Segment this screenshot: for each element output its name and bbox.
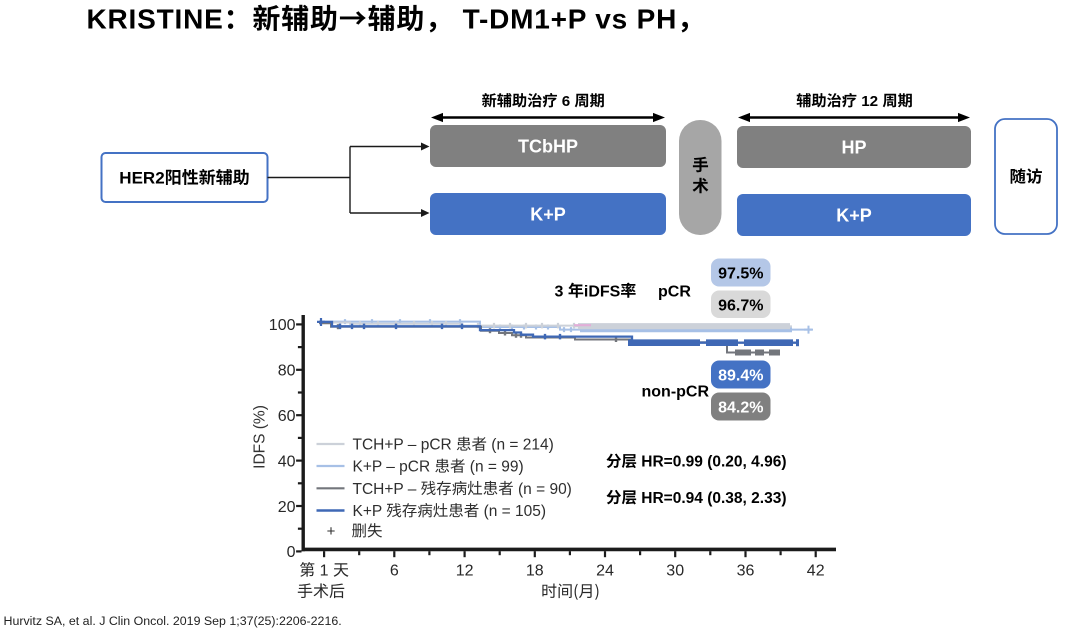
- svg-text:6: 6: [390, 563, 399, 580]
- svg-text:(n = 90): (n = 90): [518, 481, 572, 498]
- svg-text:HR=0.99 (0.20, 4.96): HR=0.99 (0.20, 4.96): [641, 454, 786, 471]
- svg-text:KRISTINE: KRISTINE: [87, 4, 224, 35]
- svg-text:80: 80: [278, 363, 296, 380]
- svg-text:(n = 214): (n = 214): [491, 437, 553, 454]
- svg-text:Hurvitz SA, et al. J Clin Onco: Hurvitz SA, et al. J Clin Oncol. 2019 Se…: [4, 614, 342, 628]
- svg-text:18: 18: [526, 563, 544, 580]
- svg-text:K+P: K+P: [530, 205, 566, 225]
- svg-text:1: 1: [320, 563, 329, 580]
- svg-text:30: 30: [666, 563, 684, 580]
- svg-text:12: 12: [456, 563, 474, 580]
- svg-text:0: 0: [287, 544, 296, 561]
- svg-text:89.4%: 89.4%: [718, 368, 763, 385]
- svg-text:36: 36: [737, 563, 755, 580]
- svg-text:HER2: HER2: [119, 169, 164, 188]
- svg-text:non-pCR: non-pCR: [642, 383, 710, 400]
- svg-text:pCR: pCR: [658, 283, 691, 300]
- svg-text:12: 12: [861, 93, 878, 110]
- svg-text:IDFS (%): IDFS (%): [252, 405, 269, 469]
- svg-text:HP: HP: [841, 138, 866, 158]
- svg-text:60: 60: [278, 408, 296, 425]
- svg-text:97.5%: 97.5%: [718, 266, 763, 283]
- svg-text:100: 100: [269, 317, 296, 334]
- svg-text:96.7%: 96.7%: [718, 298, 763, 315]
- svg-text:(n = 105): (n = 105): [484, 503, 546, 520]
- svg-text:42: 42: [807, 563, 825, 580]
- svg-text:(n = 99): (n = 99): [470, 459, 524, 476]
- svg-text:TCH+P – pCR: TCH+P – pCR: [353, 437, 452, 454]
- svg-text:K+P: K+P: [836, 206, 872, 226]
- svg-text:iDFS: iDFS: [584, 283, 621, 300]
- svg-text:6: 6: [562, 93, 570, 110]
- svg-text:TCH+P –: TCH+P –: [353, 481, 417, 498]
- svg-text:24: 24: [596, 563, 614, 580]
- svg-text:+: +: [327, 523, 336, 540]
- svg-text:3: 3: [555, 283, 564, 300]
- svg-text:T-DM1+P vs PH: T-DM1+P vs PH: [463, 4, 678, 35]
- svg-text:K+P: K+P: [353, 503, 383, 520]
- svg-text:TCbHP: TCbHP: [518, 137, 578, 157]
- svg-text:HR=0.94 (0.38, 2.33): HR=0.94 (0.38, 2.33): [641, 490, 786, 507]
- svg-text:20: 20: [278, 499, 296, 516]
- svg-text:K+P – pCR: K+P – pCR: [353, 459, 431, 476]
- svg-text:84.2%: 84.2%: [718, 400, 763, 417]
- svg-text:40: 40: [278, 453, 296, 470]
